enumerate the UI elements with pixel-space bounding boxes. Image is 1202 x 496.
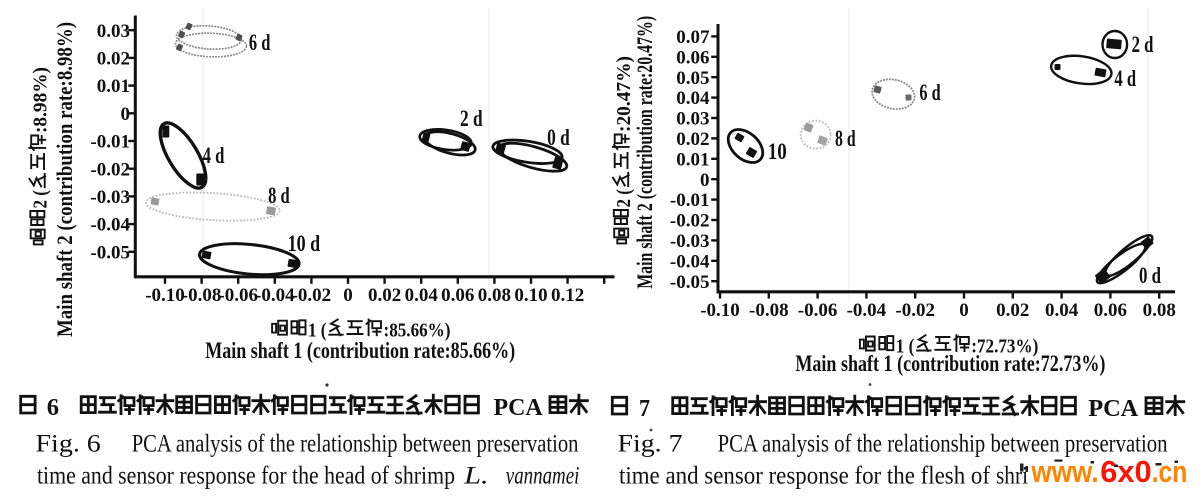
svg-text:0.07: 0.07: [676, 27, 710, 48]
svg-text:8 d: 8 d: [835, 126, 856, 151]
svg-text:2 d: 2 d: [460, 106, 483, 131]
svg-text:2 d: 2 d: [1132, 32, 1154, 57]
svg-text:.cn: .cn: [1152, 454, 1188, 489]
svg-text:2 (: 2 (: [31, 190, 52, 209]
svg-text:0: 0: [121, 104, 131, 125]
svg-text:-0.02: -0.02: [292, 285, 332, 306]
svg-text:0.04: 0.04: [676, 88, 710, 109]
svg-text:www.: www.: [1031, 454, 1099, 489]
svg-text:0 d: 0 d: [1139, 263, 1161, 288]
svg-text:0.02: 0.02: [676, 129, 709, 150]
svg-text:PCA analysis of the relationsh: PCA analysis of the relationship between…: [132, 431, 579, 458]
svg-text:-0.10: -0.10: [700, 300, 740, 321]
svg-text:4 d: 4 d: [203, 143, 225, 168]
svg-text:Fig. 6: Fig. 6: [36, 431, 101, 458]
svg-text:-0.03: -0.03: [90, 187, 130, 208]
svg-text:4 d: 4 d: [1114, 66, 1136, 91]
svg-text:-0.04: -0.04: [90, 215, 130, 236]
svg-text:6 d: 6 d: [249, 30, 271, 55]
svg-text:0: 0: [700, 170, 710, 191]
svg-text:0.04: 0.04: [1045, 300, 1079, 321]
svg-text:-0.08: -0.08: [749, 300, 789, 321]
svg-text:0.02: 0.02: [996, 300, 1029, 321]
svg-text:-0.06: -0.06: [218, 285, 258, 306]
svg-text:L.: L.: [463, 463, 489, 490]
svg-text:0.02: 0.02: [368, 285, 401, 306]
svg-text:-0.06: -0.06: [798, 300, 838, 321]
svg-text::85.66%): :85.66%): [384, 321, 451, 342]
svg-text:0.04: 0.04: [405, 285, 439, 306]
svg-text:-0.02: -0.02: [895, 300, 935, 321]
svg-text::20.47%): :20.47%): [614, 56, 635, 132]
svg-text:10 d: 10 d: [288, 231, 321, 256]
svg-text:0.08: 0.08: [478, 285, 511, 306]
svg-text:0.12: 0.12: [551, 285, 584, 306]
svg-text:-0.08: -0.08: [182, 285, 222, 306]
svg-text:Main shaft 1 (contribution rat: Main shaft 1 (contribution rate:85.66%): [205, 338, 515, 363]
svg-text:PCA analysis of the relationsh: PCA analysis of the relationship between…: [718, 431, 1168, 458]
svg-text:-0.05: -0.05: [90, 242, 130, 263]
svg-text:-0.05: -0.05: [670, 272, 710, 293]
svg-text:0.02: 0.02: [97, 49, 130, 70]
svg-text:7: 7: [639, 395, 650, 422]
svg-text:time and sensor response for t: time and sensor response for the head of…: [37, 463, 455, 490]
svg-text:-0.01: -0.01: [90, 132, 130, 153]
svg-text:-0.04: -0.04: [847, 300, 887, 321]
svg-text:6 d: 6 d: [919, 80, 940, 105]
svg-text:6x0: 6x0: [1100, 454, 1152, 489]
svg-text:0.10: 0.10: [514, 285, 547, 306]
svg-text:-0.04: -0.04: [670, 251, 710, 272]
svg-text:0.05: 0.05: [676, 68, 709, 89]
svg-text:0.06: 0.06: [441, 285, 474, 306]
svg-text:0.01: 0.01: [676, 149, 709, 170]
svg-text:1 (: 1 (: [896, 336, 915, 357]
svg-text:-0.04: -0.04: [255, 285, 295, 306]
svg-text:-0.03: -0.03: [670, 231, 710, 252]
svg-text:8 d: 8 d: [268, 183, 290, 208]
svg-text:PCA: PCA: [1088, 395, 1138, 422]
svg-text:0.08: 0.08: [1143, 300, 1176, 321]
svg-text:vannamei: vannamei: [506, 463, 580, 490]
svg-text:0.01: 0.01: [97, 76, 130, 97]
svg-text:-0.01: -0.01: [670, 190, 710, 211]
svg-text:0.06: 0.06: [1094, 300, 1127, 321]
svg-text:0.03: 0.03: [97, 21, 130, 42]
svg-text:Main shaft 2 (contribution rat: Main shaft 2 (contribution rate:20.47%): [632, 16, 657, 289]
svg-text:2 (: 2 (: [614, 189, 635, 208]
svg-text:-0.02: -0.02: [90, 159, 130, 180]
svg-text:1 (: 1 (: [308, 321, 327, 342]
svg-text::8.98%): :8.98%): [31, 67, 52, 133]
svg-text:0.06: 0.06: [676, 47, 709, 68]
svg-text:0: 0: [343, 285, 353, 306]
svg-text:6: 6: [47, 394, 59, 421]
svg-text:0.03: 0.03: [676, 109, 709, 130]
svg-text:time and sensor response for t: time and sensor response for the flesh o…: [619, 463, 991, 490]
svg-text::72.73%): :72.73%): [971, 336, 1038, 357]
svg-text:10: 10: [768, 139, 787, 164]
svg-text:Fig. 7: Fig. 7: [618, 431, 683, 458]
svg-text:0: 0: [959, 300, 969, 321]
svg-text:Main shaft 1 (contribution rat: Main shaft 1 (contribution rate:72.73%): [795, 351, 1105, 376]
svg-text:PCA: PCA: [494, 394, 543, 421]
svg-text:-0.02: -0.02: [670, 211, 710, 232]
svg-text:Main shaft 2 (contribution rat: Main shaft 2 (contribution rate:8.98%): [52, 22, 77, 337]
svg-text:0 d: 0 d: [547, 125, 570, 150]
svg-text:-0.10: -0.10: [145, 285, 185, 306]
